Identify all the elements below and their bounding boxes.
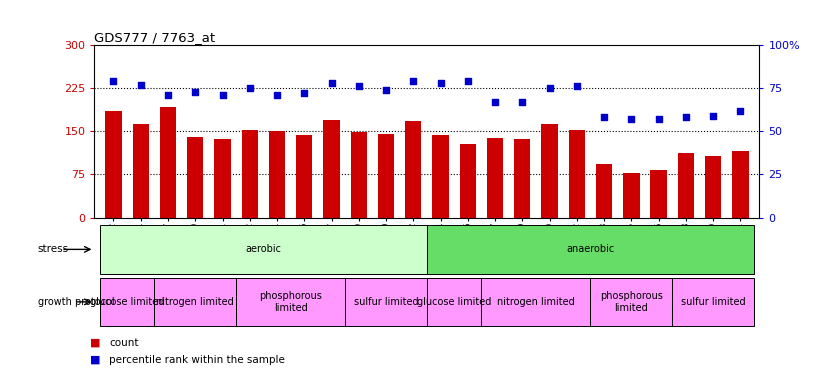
Text: nitrogen limited: nitrogen limited xyxy=(156,297,234,307)
Bar xyxy=(514,139,530,218)
Text: glucose limited: glucose limited xyxy=(417,297,491,307)
Bar xyxy=(427,278,481,326)
Point xyxy=(325,80,338,86)
Point xyxy=(243,85,256,91)
Text: GDS777 / 7763_at: GDS777 / 7763_at xyxy=(94,31,216,44)
Text: nitrogen limited: nitrogen limited xyxy=(497,297,575,307)
Bar xyxy=(214,139,231,218)
Point xyxy=(352,83,365,89)
Text: phosphorous
limited: phosphorous limited xyxy=(259,291,322,313)
Bar xyxy=(296,135,313,218)
Bar xyxy=(487,138,503,218)
Text: sulfur limited: sulfur limited xyxy=(354,297,419,307)
Text: ■: ■ xyxy=(90,355,101,365)
Point xyxy=(543,85,556,91)
Point xyxy=(134,82,147,88)
Point xyxy=(406,78,420,84)
Point xyxy=(434,80,447,86)
Bar xyxy=(596,164,612,218)
Bar xyxy=(345,278,427,326)
Text: aerobic: aerobic xyxy=(245,244,282,254)
Bar xyxy=(236,278,345,326)
Bar xyxy=(405,122,421,218)
Bar xyxy=(378,134,394,218)
Point xyxy=(216,92,229,98)
Point xyxy=(189,88,202,94)
Bar xyxy=(187,137,204,218)
Bar xyxy=(268,131,285,218)
Point xyxy=(598,114,611,120)
Bar xyxy=(677,153,694,218)
Text: count: count xyxy=(109,338,139,348)
Point xyxy=(270,92,283,98)
Text: anaerobic: anaerobic xyxy=(566,244,615,254)
Bar xyxy=(705,156,722,218)
Point xyxy=(679,114,692,120)
Text: ■: ■ xyxy=(90,338,101,348)
Point xyxy=(107,78,120,84)
Text: growth protocol: growth protocol xyxy=(38,297,114,307)
Text: percentile rank within the sample: percentile rank within the sample xyxy=(109,355,285,365)
Bar xyxy=(433,135,449,218)
Point xyxy=(707,113,720,119)
Point xyxy=(162,92,175,98)
Bar xyxy=(541,124,557,218)
Bar xyxy=(569,129,585,218)
Text: sulfur limited: sulfur limited xyxy=(681,297,745,307)
Bar xyxy=(460,144,476,218)
Point xyxy=(571,83,584,89)
Bar xyxy=(154,278,236,326)
Bar xyxy=(100,225,427,274)
Text: stress: stress xyxy=(38,244,69,254)
Bar xyxy=(351,132,367,218)
Bar xyxy=(590,278,672,326)
Text: phosphorous
limited: phosphorous limited xyxy=(600,291,663,313)
Bar xyxy=(105,111,122,218)
Bar xyxy=(427,225,754,274)
Point xyxy=(652,116,665,122)
Point xyxy=(298,90,311,96)
Bar xyxy=(672,278,754,326)
Bar xyxy=(160,106,177,218)
Bar xyxy=(650,170,667,217)
Point xyxy=(379,87,392,93)
Point xyxy=(734,108,747,114)
Point xyxy=(516,99,529,105)
Bar xyxy=(732,152,749,217)
Point xyxy=(461,78,475,84)
Bar xyxy=(623,173,640,217)
Text: glucose limited: glucose limited xyxy=(90,297,164,307)
Bar xyxy=(132,124,149,217)
Bar xyxy=(323,120,340,218)
Bar xyxy=(241,129,258,218)
Point xyxy=(488,99,502,105)
Bar xyxy=(100,278,154,326)
Bar xyxy=(481,278,590,326)
Point xyxy=(625,116,638,122)
